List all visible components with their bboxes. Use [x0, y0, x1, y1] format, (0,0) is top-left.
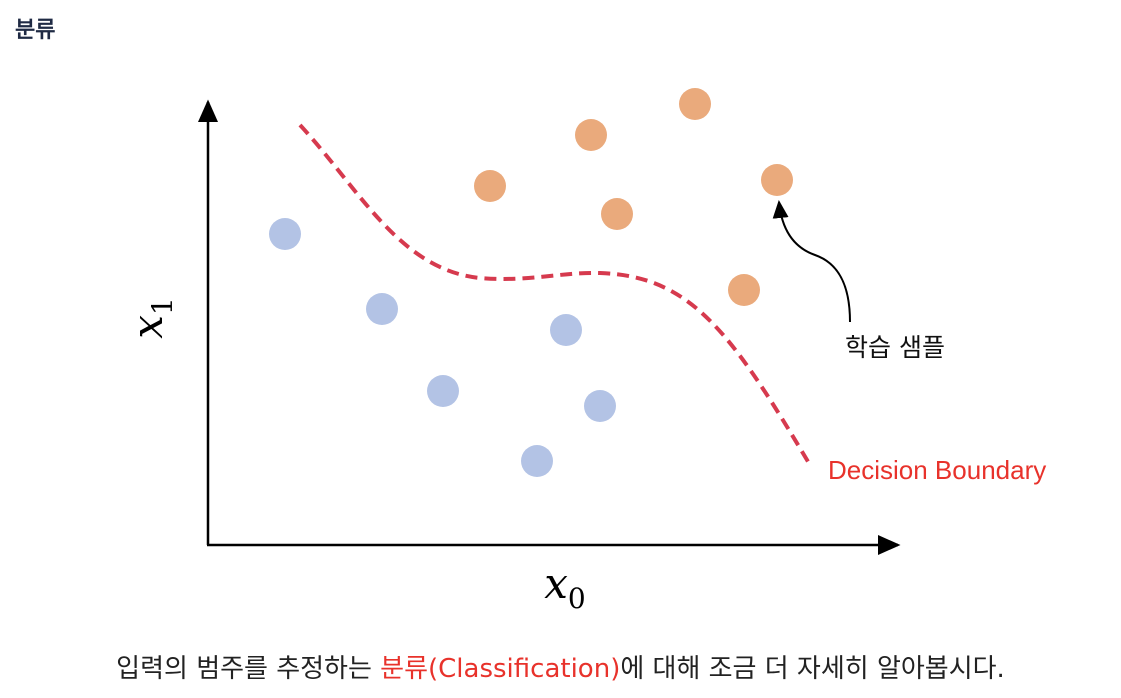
sample-point — [427, 375, 459, 407]
sample-point — [366, 293, 398, 325]
sample-point — [474, 170, 506, 202]
x-axis-label: x0 — [544, 559, 586, 615]
boundary-label: Decision Boundary — [828, 455, 1046, 485]
decision-boundary — [298, 123, 812, 467]
sample-point — [601, 198, 633, 230]
orange-samples — [474, 88, 793, 306]
caption-highlight: 분류(Classification) — [380, 654, 621, 684]
y-axis-label-main: x — [123, 315, 172, 339]
y-axis-label-subscript: 1 — [146, 297, 179, 315]
x-axis-label-main: x — [544, 559, 568, 608]
caption: 입력의 범주를 추정하는 분류(Classification)에 대해 조금 더… — [0, 648, 1121, 685]
sample-point — [728, 274, 760, 306]
sample-point — [575, 119, 607, 151]
annotation-arrow — [772, 200, 851, 323]
sample-point — [521, 445, 553, 477]
sample-point — [584, 390, 616, 422]
caption-text: 입력의 범주를 추정하는 — [116, 654, 381, 684]
sample-point — [550, 314, 582, 346]
sample-point — [761, 164, 793, 196]
page-title: 분류 — [15, 18, 56, 43]
caption-text: 에 대해 조금 더 자세히 알아봅시다. — [620, 654, 1005, 684]
blue-samples — [269, 218, 616, 477]
sample-annotation: 학습 샘플 — [845, 333, 945, 362]
x-axis-label-subscript: 0 — [568, 582, 586, 615]
y-axis-label: x1 — [123, 297, 179, 339]
sample-point — [269, 218, 301, 250]
diagram: 학습 샘플 Decision Boundary x1 x0 — [123, 88, 1046, 615]
sample-point — [679, 88, 711, 120]
